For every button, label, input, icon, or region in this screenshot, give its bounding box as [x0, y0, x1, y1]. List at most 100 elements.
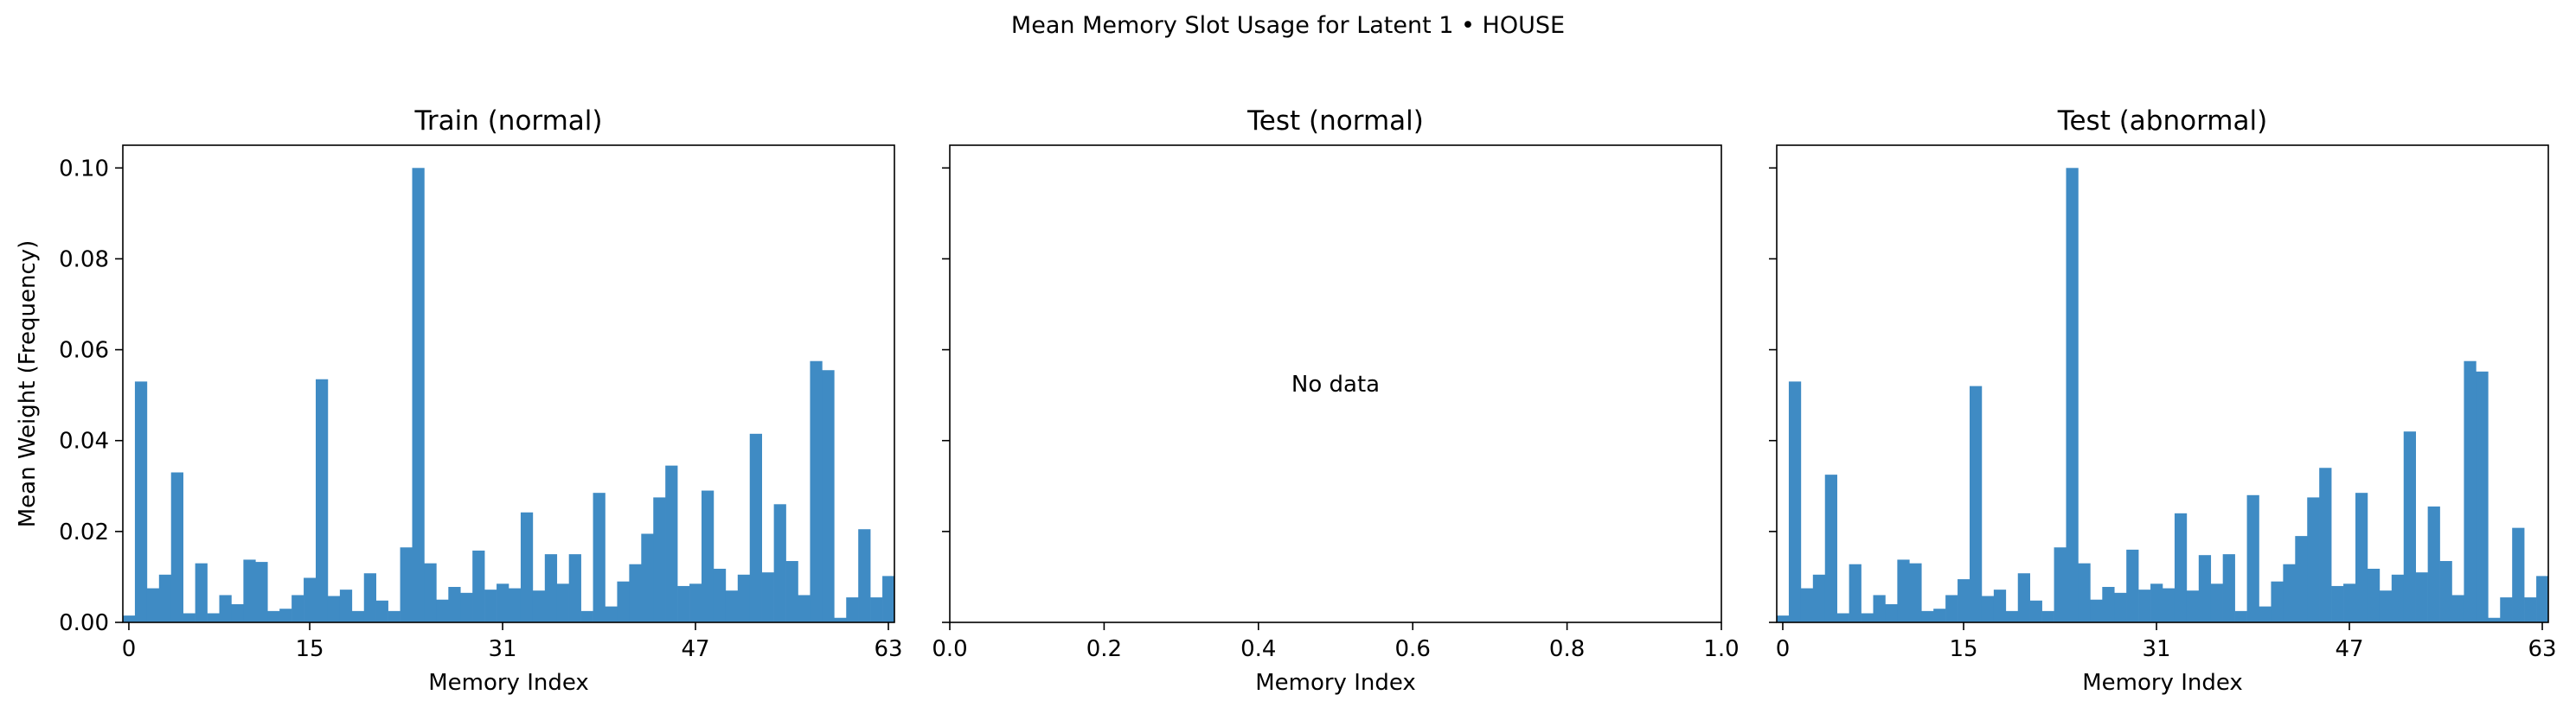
y-tick-label: 0.02: [59, 520, 109, 545]
panel-title: Train (normal): [413, 105, 602, 137]
bar-slot-60: [2500, 597, 2513, 622]
bar-series: [1777, 168, 2549, 623]
bar-slot-49: [713, 568, 727, 622]
bar-slot-48: [2355, 493, 2368, 622]
x-tick-label: 0.0: [932, 636, 967, 662]
bar-slot-3: [158, 574, 172, 622]
axes-frame: [1776, 144, 2549, 623]
bar-slot-13: [279, 609, 292, 622]
bar-slot-39: [2246, 494, 2259, 622]
bar-slot-36: [556, 583, 569, 622]
panel-1: 0.00 0.02 0.04 0.06 0.08 0.10 0 15 31 47 63 Train (…: [15, 105, 903, 696]
bar-slot-58: [2476, 371, 2489, 622]
bar-slot-61: [858, 529, 871, 622]
x-tick-label: 0.4: [1240, 636, 1276, 662]
bar-slot-51: [737, 574, 751, 622]
bar-slot-58: [822, 370, 835, 622]
bar-slot-35: [2198, 555, 2212, 622]
bar-slot-52: [749, 433, 762, 622]
panel-2: 0.0 0.2 0.4 0.6 0.8 1.0 Test (normal) Memory In…: [932, 105, 1739, 696]
bar-slot-44: [653, 497, 666, 622]
no-data-annotation: No data: [1291, 372, 1380, 398]
x-tick-label: 47: [681, 636, 709, 662]
bar-slot-54: [773, 504, 786, 622]
bar-slot-51: [2391, 574, 2405, 622]
figure-suptitle: Mean Memory Slot Usage for Latent 1 • HO…: [1010, 12, 1566, 39]
bar-slot-33: [520, 512, 534, 622]
bar-slot-41: [617, 581, 630, 622]
bar-slot-1: [134, 381, 148, 622]
bar-slot-25: [2078, 563, 2091, 622]
x-axis-label: Memory Index: [428, 670, 589, 696]
bar-slot-30: [2138, 590, 2151, 622]
bar-slot-47: [689, 583, 702, 622]
bar-slot-43: [641, 533, 654, 622]
x-tick-label: 31: [488, 636, 516, 662]
bar-slot-31: [497, 583, 509, 622]
bar-slot-4: [1824, 475, 1837, 622]
bar-slot-26: [436, 599, 449, 622]
bar-slot-15: [304, 577, 317, 622]
bar-slot-11: [1909, 563, 1922, 622]
bar-slot-21: [2029, 600, 2042, 622]
bar-slot-57: [2464, 360, 2477, 622]
bar-slot-12: [1921, 610, 1934, 622]
axes-frame: [949, 144, 1722, 623]
bar-slot-9: [231, 603, 244, 622]
bar-slot-42: [2283, 564, 2296, 622]
bar-slot-32: [2163, 588, 2176, 622]
bar-slot-39: [593, 493, 606, 622]
bar-slot-3: [1812, 574, 1826, 622]
bar-slot-32: [509, 588, 522, 622]
bar-slot-24: [412, 168, 425, 623]
bar-slot-2: [1800, 588, 1814, 622]
axes-frame: [122, 144, 895, 623]
bar-slot-22: [2041, 610, 2054, 622]
bar-slot-20: [363, 573, 376, 622]
bar-slot-5: [1836, 613, 1849, 622]
bar-slot-24: [2066, 168, 2079, 623]
bar-slot-30: [484, 590, 497, 622]
bar-slot-35: [544, 554, 558, 622]
bar-slot-34: [2186, 590, 2200, 622]
bar-slot-14: [1945, 595, 1958, 622]
bar-slot-5: [183, 613, 195, 622]
bar-slot-28: [2114, 592, 2127, 622]
x-tick-label: 1.0: [1703, 636, 1739, 662]
bar-slot-21: [375, 600, 388, 622]
bar-slot-61: [2512, 527, 2525, 622]
bar-slot-15: [1958, 579, 1970, 622]
bar-slot-18: [339, 590, 353, 622]
y-tick-label: 0.00: [59, 610, 109, 636]
panel-title: Test (abnormal): [2057, 105, 2267, 137]
x-tick-label: 0: [1776, 636, 1791, 662]
bar-slot-38: [2234, 610, 2247, 622]
bar-slot-60: [846, 597, 859, 622]
bar-slot-10: [1897, 559, 1910, 622]
bar-slot-7: [207, 613, 220, 622]
bar-slot-31: [2150, 583, 2163, 622]
bar-slot-8: [219, 595, 232, 622]
bar-slot-38: [580, 610, 593, 622]
bar-slot-0: [1777, 615, 1790, 622]
bar-slot-53: [2415, 572, 2428, 622]
bar-slot-41: [2271, 581, 2284, 622]
bar-slot-13: [1933, 609, 1946, 622]
bar-slot-0: [123, 615, 136, 622]
bar-slot-63: [882, 576, 895, 622]
bar-slot-45: [665, 465, 678, 622]
bar-slot-1: [1788, 381, 1802, 622]
bar-slot-20: [2017, 573, 2030, 622]
bar-slot-57: [810, 360, 823, 622]
bar-slot-48: [702, 490, 714, 622]
bar-slot-17: [1981, 596, 1995, 622]
y-axis-label: Mean Weight (Frequency): [15, 240, 41, 528]
x-axis-label: Memory Index: [2082, 670, 2243, 696]
bar-slot-50: [2379, 590, 2393, 622]
bar-slot-23: [400, 547, 413, 622]
x-tick-label: 47: [2335, 636, 2363, 662]
bar-slot-17: [327, 596, 341, 622]
y-tick-label: 0.08: [59, 246, 109, 272]
bar-slot-62: [2524, 597, 2537, 622]
bar-slot-33: [2174, 513, 2188, 622]
